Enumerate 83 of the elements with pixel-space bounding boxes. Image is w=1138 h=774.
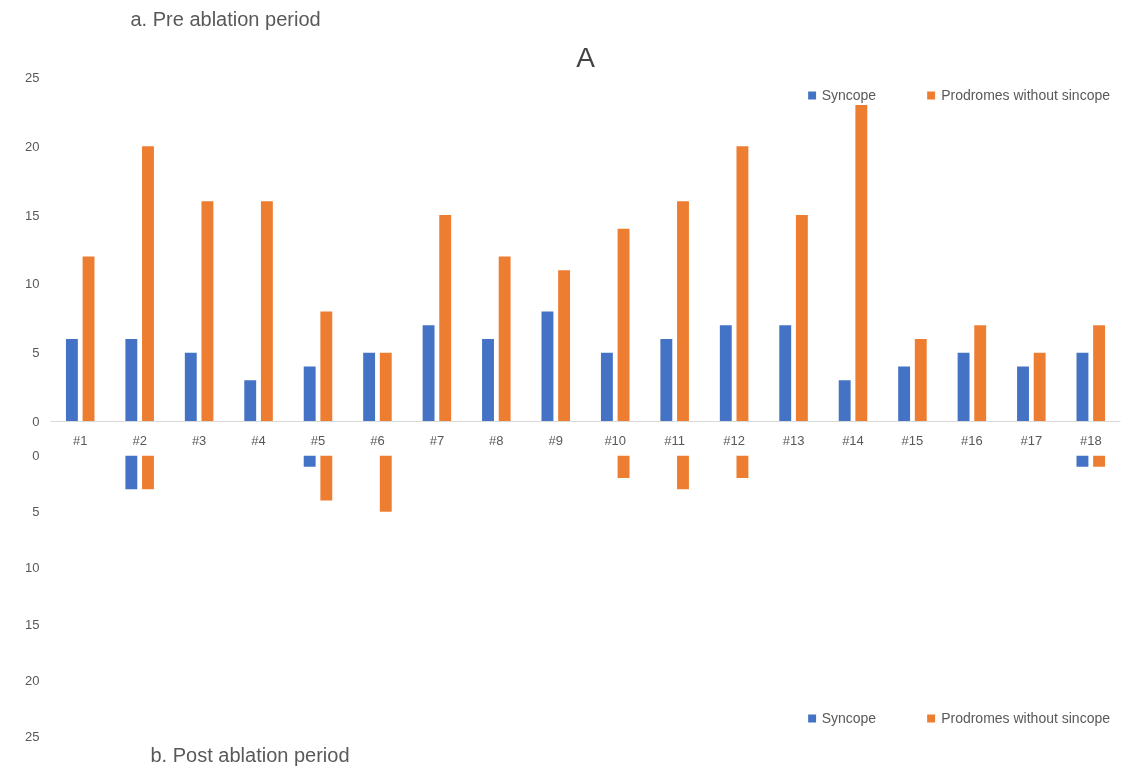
bar [898,366,911,422]
bar [244,380,257,422]
bar [779,325,792,422]
bar [142,455,154,490]
bar [558,270,571,422]
y-tick-label: 25 [25,729,40,744]
bar [1076,352,1089,422]
y-tick-label: 10 [25,560,40,576]
bar [719,325,732,422]
bar [974,325,987,422]
bar [736,146,749,422]
y-tick-label: 5 [32,504,40,520]
y-tick-label: 0 [32,414,40,429]
text: b. Post ablation period [150,743,350,766]
x-tick-label: #1 [72,432,88,448]
x-tick-label: #6 [370,432,385,448]
bar [957,352,970,422]
y-tick-label: 20 [25,138,40,154]
bar [379,455,392,512]
bar [439,215,452,422]
bar [795,215,808,422]
legend-label: Prodromes without sincope [941,710,1110,726]
bar [125,338,138,422]
x-tick-label: #5 [310,432,326,448]
x-tick-label: #9 [548,432,564,448]
bar [736,455,749,478]
bar [65,338,78,422]
bar [422,325,435,422]
x-tick-label: #2 [132,432,147,448]
bar [498,256,511,422]
bar [914,338,927,422]
x-tick-label: #16 [961,432,983,448]
bar [363,352,376,422]
y-tick-label: 25 [25,70,40,85]
y-tick-label: 15 [25,616,40,632]
x-tick-label: #4 [251,432,266,448]
bar [1076,455,1089,467]
chart-subtitle: a. Pre ablation period [130,7,321,30]
x-tick-label: #10 [604,432,627,448]
x-tick-label: #13 [782,432,805,448]
bar [260,201,273,422]
bar [1093,325,1106,422]
x-tick-label: #17 [1020,432,1043,448]
x-tick-label: #14 [842,432,864,448]
legend-label: Syncope [821,710,877,726]
bar [303,455,316,467]
bar [82,256,95,422]
bar [1017,366,1029,422]
bar [660,338,673,422]
bar [617,455,630,478]
bar [600,352,613,422]
chart-title: A [576,41,596,73]
bar [855,105,868,422]
bar [1093,455,1106,467]
bar [379,352,392,422]
bar [838,380,851,422]
bar [184,352,197,422]
x-tick-label: #8 [489,432,504,448]
x-tick-label: #3 [191,432,207,448]
legend-label: Prodromes without sincope [941,87,1110,103]
x-tick-label: #7 [429,432,445,448]
bar [142,146,154,422]
x-tick-label: #15 [901,432,924,448]
legend-label: Syncope [821,87,877,103]
bar [677,201,689,422]
bar [677,455,689,490]
bar [1033,352,1046,422]
bar [320,455,333,501]
y-tick-label: 5 [32,345,40,361]
x-tick-label: #11 [664,432,686,448]
bar [125,455,138,490]
y-tick-label: 15 [25,207,40,223]
bar [617,228,630,422]
bar [320,311,333,422]
bar [541,311,554,422]
y-tick-label: 0 [32,448,40,463]
bar [482,338,494,422]
y-tick-label: 10 [25,276,40,292]
x-tick-label: #12 [723,432,745,448]
bar [303,366,316,422]
y-tick-label: 20 [25,672,40,688]
bar [201,201,214,422]
x-tick-label: #18 [1079,432,1102,448]
